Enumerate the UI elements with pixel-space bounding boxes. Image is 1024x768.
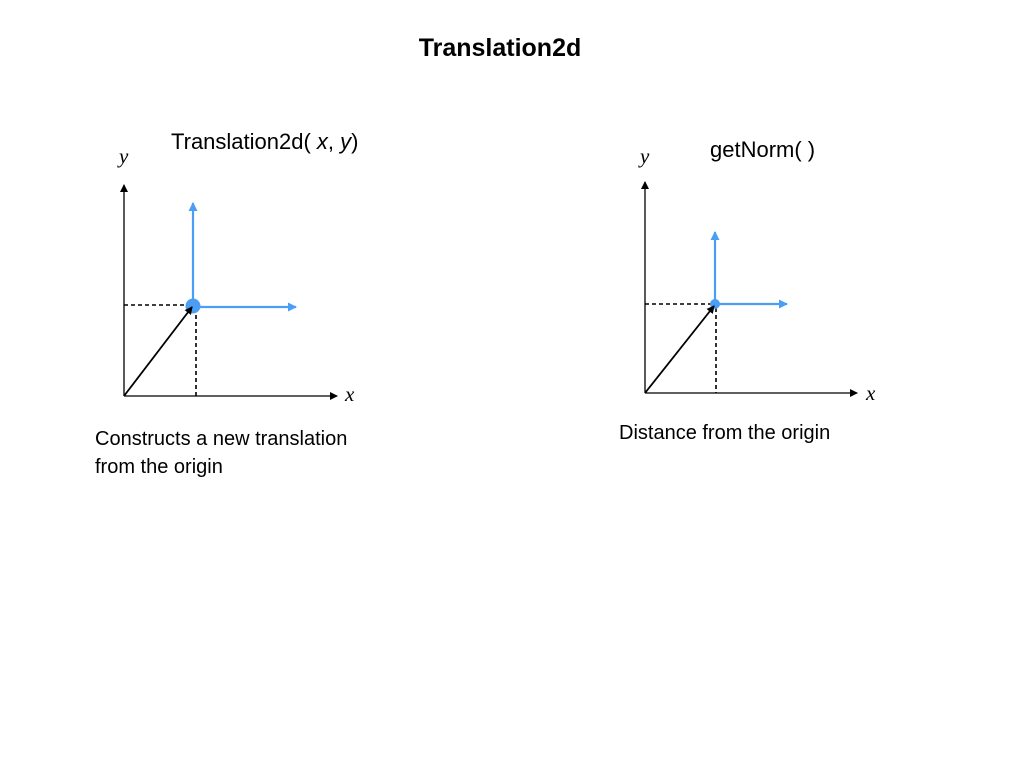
translation-point (710, 299, 720, 309)
x-axis-label: x (345, 382, 355, 406)
y-axis-label: y (119, 144, 129, 168)
getnorm-caption-line-1: Distance from the origin (619, 422, 831, 444)
constructor-title-suffix: ) (351, 129, 359, 154)
constructor-arg-y: y (340, 129, 352, 154)
getnorm-caption: Distance from the origin (619, 419, 830, 447)
norm-vector (644, 305, 715, 394)
x-axis-label: x (866, 381, 876, 405)
y-axis-label: y (640, 144, 650, 168)
constructor-caption-line-2: from the origin (95, 456, 223, 478)
getnorm-title: getNorm( ) (710, 137, 816, 162)
panel-translation-diagram (120, 184, 338, 400)
constructor-arg-separator: , (327, 129, 341, 154)
slide-title: Translation2d (418, 34, 582, 62)
constructor-caption: Constructs a new translation from the or… (95, 425, 347, 481)
panel-norm-diagram (641, 181, 858, 397)
translation-vector (123, 306, 193, 397)
constructor-title: Translation2d( x, y) (171, 129, 358, 155)
constructor-caption-line-1: Constructs a new translation (95, 428, 348, 450)
constructor-arg-x: x (316, 129, 328, 154)
constructor-title-prefix: Translation2d( (171, 129, 317, 154)
